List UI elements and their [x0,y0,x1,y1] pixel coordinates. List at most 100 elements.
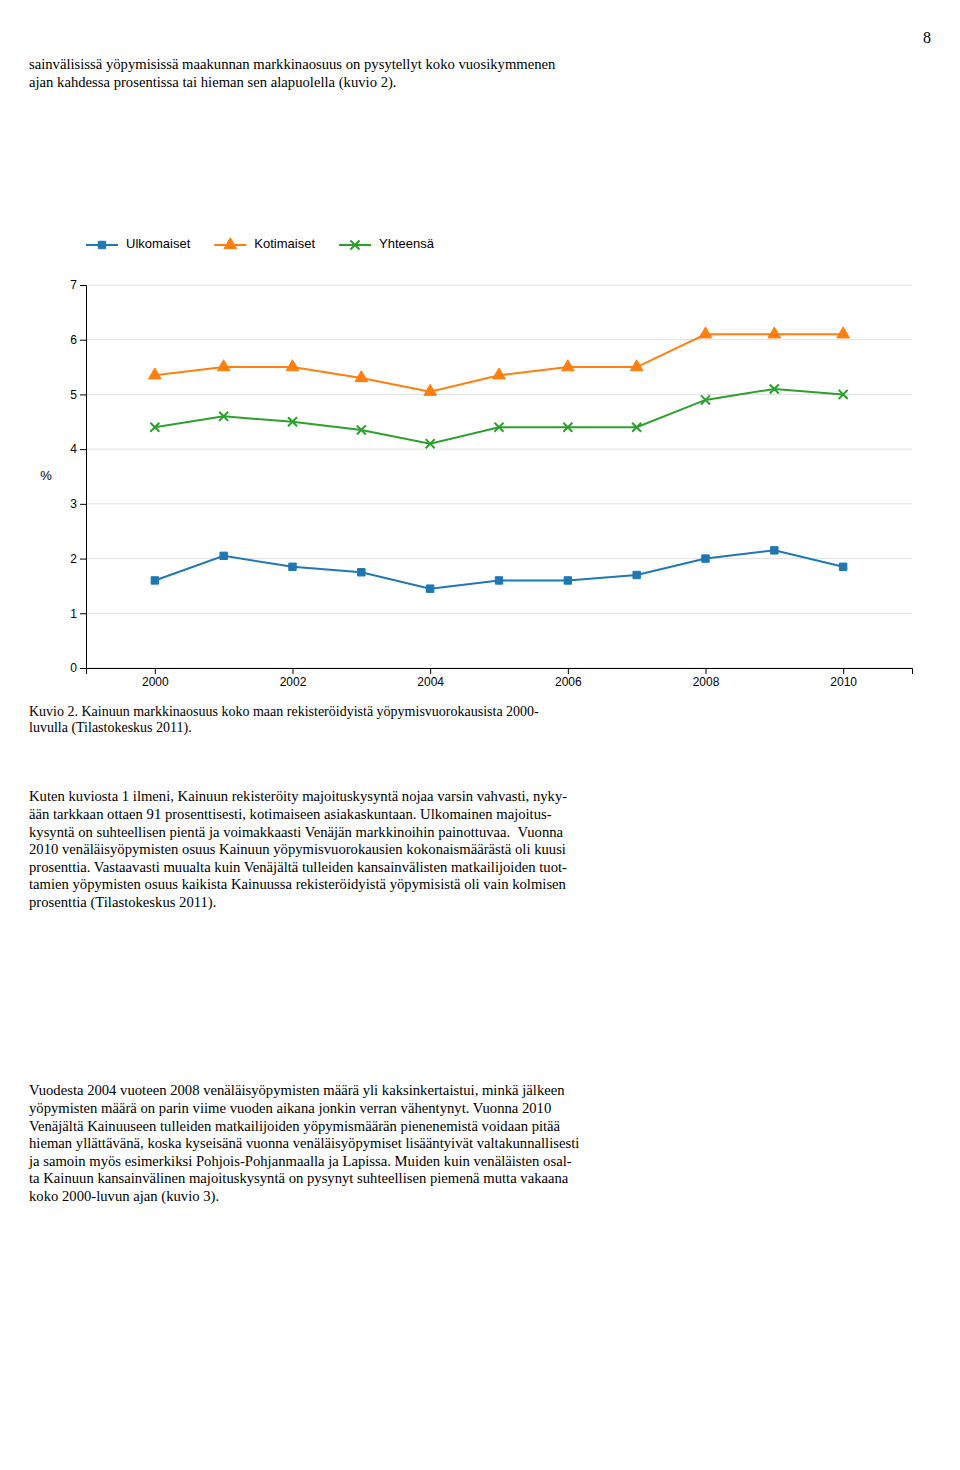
marker [286,360,299,371]
grid-line [86,449,912,450]
grid-line [86,613,912,614]
marker [288,417,297,426]
marker [699,327,712,338]
tick: 1 [70,607,86,621]
grid-line [86,285,912,286]
tick-mark [80,449,86,450]
marker [289,563,296,570]
marker [426,585,433,592]
grid-line [86,558,912,559]
grid [86,285,912,668]
marker [839,563,846,570]
legend-label: Yhteensä [379,236,435,251]
caption-line: luvulla (Tilastokeskus 2011). [29,720,192,736]
marker [217,360,230,371]
paragraph-line: prosenttia. Vastaavasti muualta kuin Ven… [29,859,567,875]
tick-label: 0 [70,661,77,675]
header-text-line: ajan kahdessa prosentissa tai hieman sen… [29,74,397,91]
paragraph-line: tamien yöpymisten osuus kaikista Kainuus… [29,876,567,892]
tick: 2006 [555,668,582,689]
marker [148,368,161,379]
tick-mark [843,668,844,674]
marker [633,571,640,578]
marker [357,425,366,434]
marker [150,423,159,432]
legend-item: Ulkomaiset [86,236,191,251]
header-text-line: sainvälisissä yöpymisissä maakunnan mark… [29,56,556,72]
tick: 4 [70,442,86,456]
page-number: 8 [923,29,931,46]
legend-marker [224,238,237,249]
tick: 2002 [280,668,307,689]
marker [839,390,848,399]
tick: 2004 [417,668,444,689]
paragraph-line: ta Kainuun kansainvälinen majoituskysynt… [29,1170,569,1186]
marker [563,423,572,432]
tick-label: 2002 [280,675,307,689]
tick-label: 2008 [693,675,720,689]
grid-line [86,503,912,504]
tick-label: 4 [70,442,77,456]
marker [493,368,506,379]
tick-label: 2 [70,552,77,566]
paragraph-line: koko 2000-luvun ajan (kuvio 3). [29,1188,219,1205]
paragraph-line: hieman yllättävänä, koska kyseisänä vuon… [29,1135,579,1151]
marker [770,384,779,393]
marker [632,423,641,432]
header-text: sainvälisissä yöpymisissä maakunnan mark… [29,56,556,91]
tick-label: 5 [70,388,77,402]
tick-mark [80,559,86,560]
tick-mark [80,504,86,505]
marker [701,395,710,404]
tick-mark [155,668,156,674]
marker [771,547,778,554]
grid-line [86,339,912,340]
marker [220,552,227,559]
tick-label: 1 [70,607,77,621]
tick-mark [293,668,294,674]
paragraph-line: Kuten kuviosta 1 ilmeni, Kainuun rekiste… [29,788,567,804]
legend-item: Kotimaiset [214,236,315,251]
axis-line [80,286,87,669]
tick-label: 7 [70,278,77,292]
tick-mark [80,668,86,669]
marker [495,577,502,584]
axis-line [87,669,913,675]
tick: 7 [70,278,86,292]
series-line [155,334,843,391]
legend-label: Kotimaiset [254,236,315,251]
tick: 5 [70,388,86,402]
marker [561,360,574,371]
tick-label: 2004 [417,675,444,689]
paragraph-line: Venäjältä Kainuuseen tulleiden matkailij… [29,1118,561,1134]
legend: Ulkomaiset Kotimaiset Yhteensä [86,236,435,251]
caption-line: Kuvio 2. Kainuun markkinaosuus koko maan… [29,704,539,719]
marker [358,569,365,576]
marker [426,439,435,448]
marker [768,327,781,338]
caption: Kuvio 2. Kainuun markkinaosuus koko maan… [29,704,539,737]
marker [355,371,368,382]
marker [494,423,503,432]
paragraph: Kuten kuviosta 1 ilmeni, Kainuun rekiste… [29,788,567,911]
tick-label: 2000 [142,675,169,689]
y-axis-title: % [40,468,52,483]
series-line [155,389,843,444]
paragraph-line: ja samoin myös esimerkiksi Pohjois-Pohja… [28,1153,572,1169]
tick-mark [430,668,431,674]
marker [564,577,571,584]
tick-mark [80,613,86,614]
tick: 2008 [693,668,720,689]
tick: 2000 [142,668,169,689]
tick-label: 3 [70,497,77,511]
marker [837,327,850,338]
tick-mark [80,340,86,341]
legend-item: Yhteensä [339,236,435,251]
tick-mark [706,668,707,674]
legend-label: Ulkomaiset [126,236,191,251]
tick-label: 6 [70,333,77,347]
marker [219,412,228,421]
tick-label: 2010 [830,675,857,689]
paragraph-line: ään tarkkaan ottaen 91 prosenttisesti, k… [29,806,552,822]
tick-mark [568,668,569,674]
